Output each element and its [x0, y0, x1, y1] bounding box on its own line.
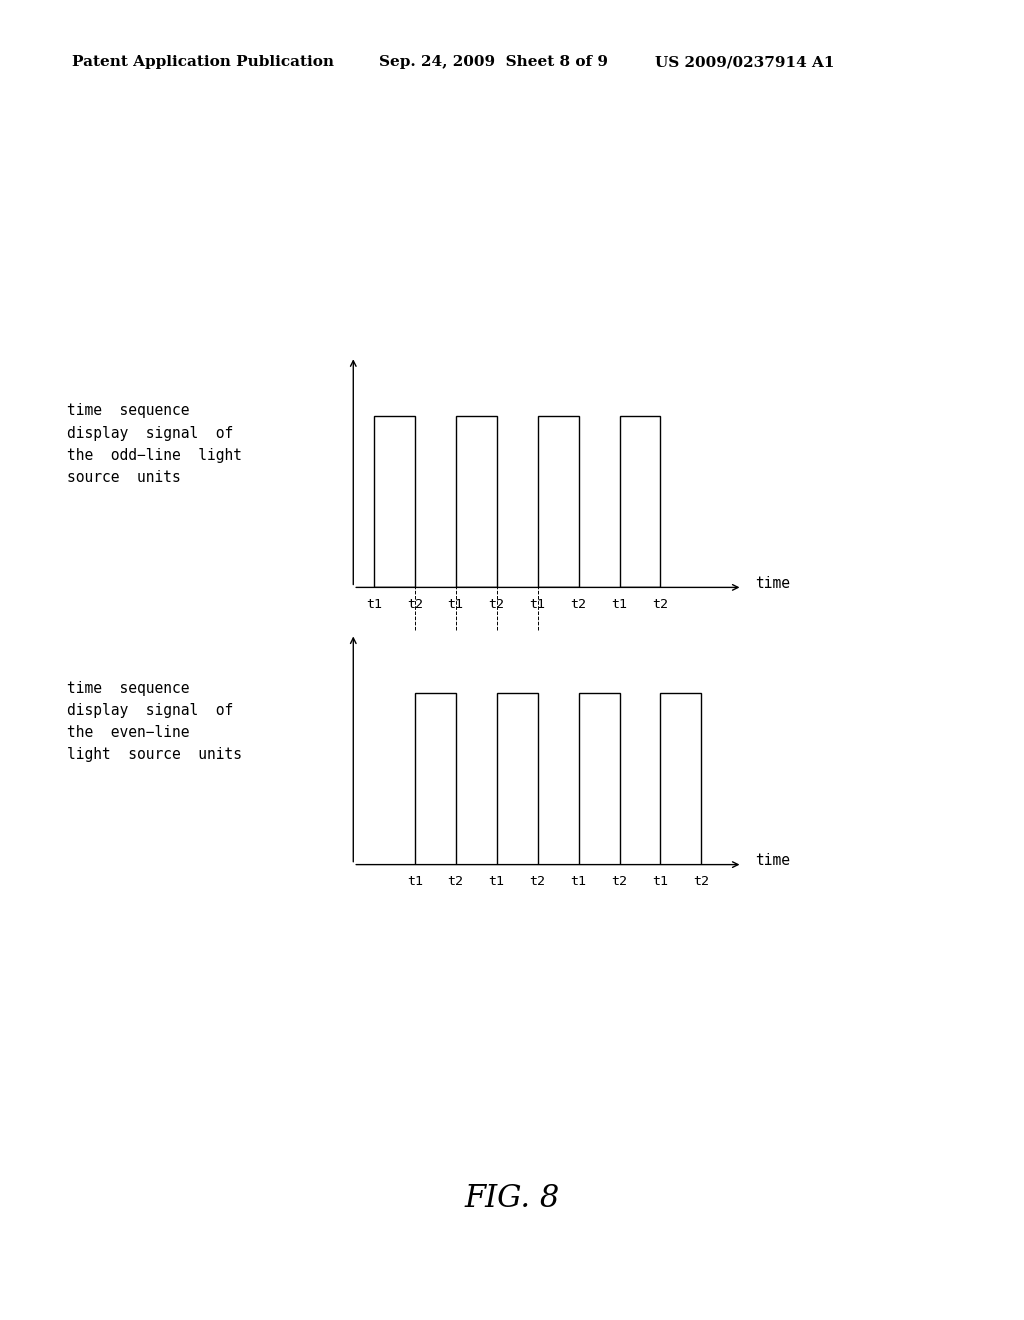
- Text: t1: t1: [366, 598, 382, 611]
- Text: t2: t2: [529, 875, 546, 888]
- Text: t2: t2: [652, 598, 669, 611]
- Bar: [456, 416, 497, 587]
- Text: t2: t2: [570, 598, 587, 611]
- Text: US 2009/0237914 A1: US 2009/0237914 A1: [655, 55, 835, 70]
- Text: t2: t2: [611, 875, 628, 888]
- Text: FIG. 8: FIG. 8: [464, 1183, 560, 1214]
- Text: Patent Application Publication: Patent Application Publication: [72, 55, 334, 70]
- Bar: [660, 693, 701, 865]
- Text: t1: t1: [529, 598, 546, 611]
- Text: t1: t1: [488, 875, 505, 888]
- Text: t1: t1: [447, 598, 464, 611]
- Bar: [620, 416, 660, 587]
- Text: Sep. 24, 2009  Sheet 8 of 9: Sep. 24, 2009 Sheet 8 of 9: [379, 55, 608, 70]
- Bar: [538, 416, 579, 587]
- Bar: [374, 416, 415, 587]
- Text: t2: t2: [407, 598, 423, 611]
- Text: t2: t2: [447, 875, 464, 888]
- Bar: [497, 693, 538, 865]
- Text: time  sequence
display  signal  of
the  even−line
light  source  units: time sequence display signal of the even…: [67, 681, 242, 762]
- Text: t2: t2: [693, 875, 710, 888]
- Text: t1: t1: [652, 875, 669, 888]
- Text: t1: t1: [611, 598, 628, 611]
- Text: t1: t1: [570, 875, 587, 888]
- Text: t1: t1: [407, 875, 423, 888]
- Bar: [579, 693, 620, 865]
- Bar: [415, 693, 456, 865]
- Text: time: time: [755, 576, 790, 591]
- Text: time: time: [755, 853, 790, 869]
- Text: t2: t2: [488, 598, 505, 611]
- Text: time  sequence
display  signal  of
the  odd−line  light
source  units: time sequence display signal of the odd−…: [67, 404, 242, 484]
